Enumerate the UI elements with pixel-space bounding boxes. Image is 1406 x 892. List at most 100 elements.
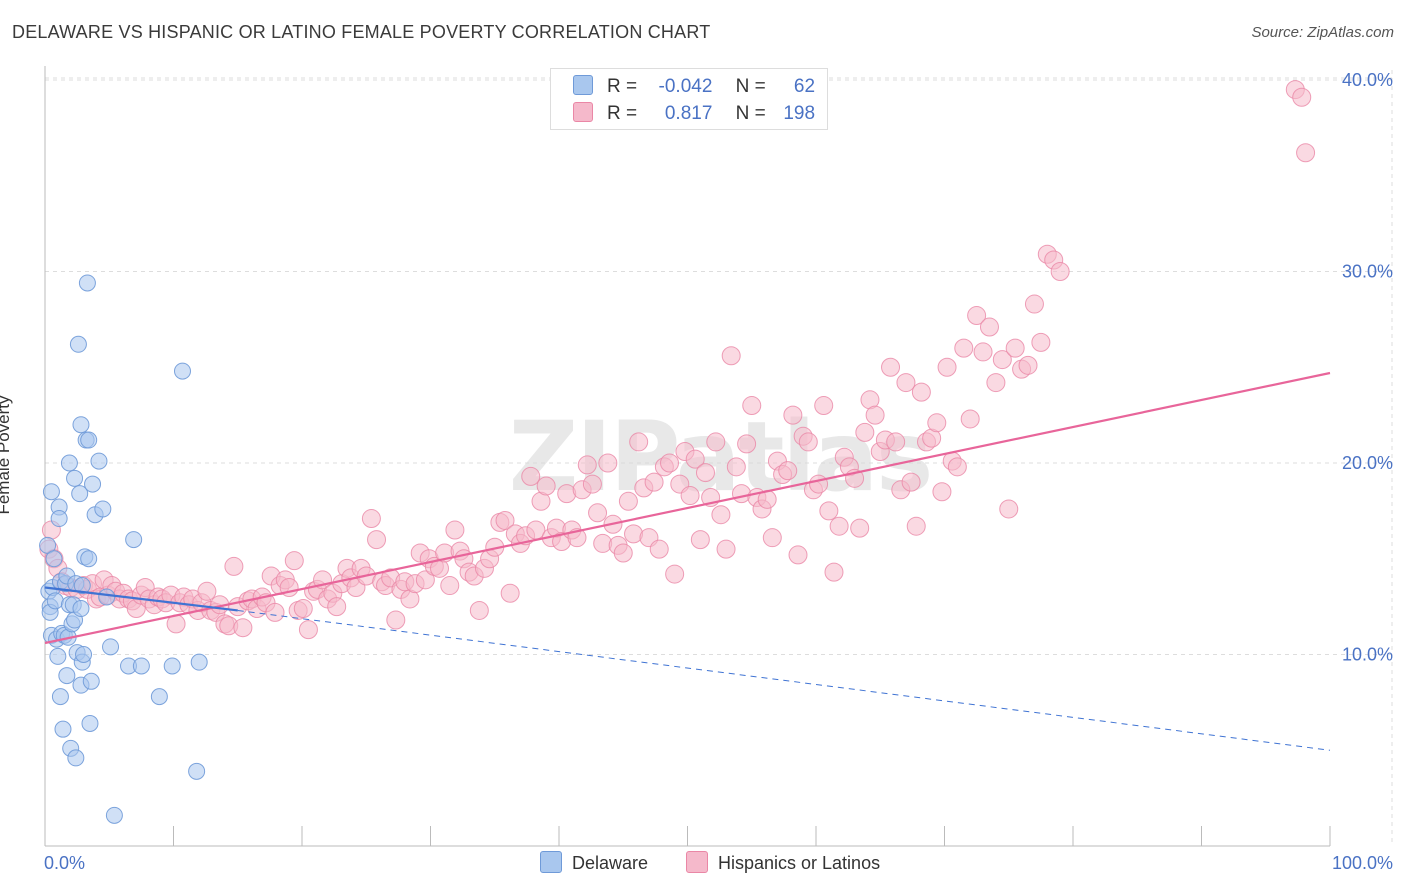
hispanic-point <box>1031 332 1051 352</box>
hispanic-point <box>469 600 489 620</box>
pink-swatch <box>573 102 593 122</box>
hispanic-point <box>932 482 952 502</box>
hispanic-point <box>726 457 746 477</box>
delaware-point <box>90 452 108 470</box>
hispanic-point <box>901 472 921 492</box>
blue-swatch <box>540 851 562 873</box>
axis-layer <box>44 66 1331 847</box>
pink-swatch <box>686 851 708 873</box>
hispanic-point <box>265 602 285 622</box>
delaware-point <box>50 510 68 528</box>
legend-row-delaware: R = -0.042 N = 62 <box>573 75 815 99</box>
hispanic-points <box>39 80 1316 640</box>
hispanic-point <box>992 350 1012 370</box>
delaware-points <box>39 274 208 824</box>
hispanic-point <box>947 457 967 477</box>
hispanic-point <box>829 516 849 536</box>
delaware-point <box>60 454 78 472</box>
hispanic-point <box>937 357 957 377</box>
legend-n-label: N = <box>735 76 766 97</box>
chart-title: DELAWARE VS HISPANIC OR LATINO FEMALE PO… <box>12 22 711 42</box>
delaware-point <box>78 274 96 292</box>
delaware-point <box>51 688 69 706</box>
legend-n-value: 198 <box>783 103 816 124</box>
delaware-point <box>163 657 181 675</box>
hispanic-point <box>598 453 618 473</box>
delaware-point <box>46 592 64 610</box>
hispanic-point <box>660 453 680 473</box>
legend-row-hispanic: R = 0.817 N = 198 <box>573 102 815 126</box>
hispanic-point <box>911 382 931 402</box>
hispanic-point <box>855 422 875 442</box>
hispanic-point <box>1296 143 1316 163</box>
tick-labels: 10.0% 20.0% 30.0% 40.0% 0.0% 100.0% <box>44 70 1393 873</box>
y-tick-label: 10.0% <box>1342 645 1393 665</box>
hispanic-point <box>224 556 244 576</box>
correlation-legend: R = -0.042 N = 62 R = 0.817 N = 198 <box>550 68 828 130</box>
legend-n-label: N = <box>735 103 766 124</box>
bottom-legend-label: Hispanics or Latinos <box>718 853 881 873</box>
hispanic-point <box>298 620 318 640</box>
hispanic-point <box>809 474 829 494</box>
hispanic-point <box>814 396 834 416</box>
hispanic-point <box>865 405 885 425</box>
hispanic-point <box>798 432 818 452</box>
hispanic-point <box>695 463 715 483</box>
hispanic-point <box>850 518 870 538</box>
delaware-point <box>150 688 168 706</box>
delaware-point <box>98 588 116 606</box>
hispanic-point <box>577 455 597 475</box>
source-label: Source: ZipAtlas.com <box>1251 24 1394 41</box>
hispanic-point <box>327 597 347 617</box>
delaware-point <box>105 806 123 824</box>
hispanic-point <box>819 501 839 521</box>
hispanic-point <box>665 564 685 584</box>
hispanic-point <box>629 432 649 452</box>
delaware-point <box>75 646 93 663</box>
hispanic-point <box>1018 355 1038 375</box>
delaware-point <box>173 362 191 380</box>
hispanic-point <box>618 491 638 511</box>
delaware-point <box>72 416 90 434</box>
hispanic-point <box>711 505 731 525</box>
hispanic-trend-line <box>44 371 1331 645</box>
hispanic-point <box>284 551 304 571</box>
hispanic-point <box>445 520 465 540</box>
bottom-legend-delaware: Delaware <box>540 851 648 874</box>
x-tick-label: 100.0% <box>1332 853 1393 873</box>
delaware-point <box>125 531 143 549</box>
hispanic-point <box>742 396 762 416</box>
hispanic-point <box>716 539 736 559</box>
y-tick-label: 30.0% <box>1342 262 1393 282</box>
hispanic-point <box>927 413 947 433</box>
hispanic-point <box>979 317 999 337</box>
hispanic-point <box>1024 294 1044 314</box>
delaware-point <box>69 335 87 353</box>
delaware-point <box>102 638 120 656</box>
delaware-point <box>80 431 98 449</box>
hispanic-point <box>824 562 844 582</box>
delaware-point <box>71 485 89 503</box>
hispanic-point <box>233 618 253 638</box>
hispanic-point <box>536 476 556 496</box>
hispanic-point <box>737 434 757 454</box>
hispanic-point <box>367 530 387 550</box>
delaware-trend-line-dashed <box>237 609 1331 751</box>
y-tick-label: 40.0% <box>1342 70 1393 90</box>
hispanic-point <box>906 516 926 536</box>
hispanic-point <box>415 570 435 590</box>
hispanic-point <box>495 510 515 530</box>
delaware-point <box>82 672 100 690</box>
hispanic-point <box>954 338 974 358</box>
delaware-point <box>188 762 206 780</box>
hispanic-point <box>886 432 906 452</box>
hispanic-point <box>680 486 700 506</box>
bottom-legend-label: Delaware <box>572 853 649 873</box>
legend-r-value: 0.817 <box>664 103 713 124</box>
delaware-point <box>45 550 63 568</box>
delaware-point <box>72 600 90 618</box>
delaware-point <box>80 550 98 568</box>
hispanic-point <box>1292 87 1312 107</box>
delaware-point <box>67 749 85 767</box>
